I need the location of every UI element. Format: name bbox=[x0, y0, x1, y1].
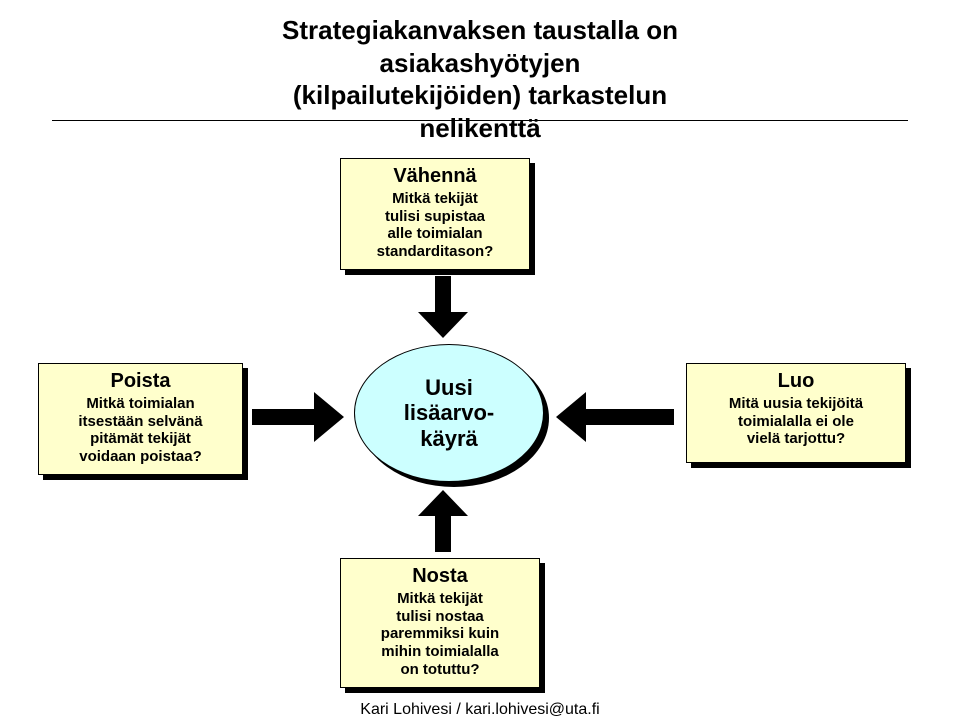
left-box-title: Poista bbox=[47, 370, 234, 393]
title-line-1: Strategiakanvaksen taustalla on bbox=[120, 14, 840, 47]
right-box: Luo Mitä uusia tekijöitätoimialalla ei o… bbox=[686, 363, 906, 463]
top-box-title: Vähennä bbox=[349, 165, 521, 188]
arrow-bottom-to-center bbox=[418, 490, 468, 552]
title-line-2: asiakashyötyjen bbox=[120, 47, 840, 80]
title-line-4: nelikenttä bbox=[120, 112, 840, 145]
bottom-box-body: Mitkä tekijättulisi nostaaparemmiksi kui… bbox=[349, 590, 531, 678]
bottom-box: Nosta Mitkä tekijättulisi nostaaparemmik… bbox=[340, 558, 540, 688]
center-line-2: lisäarvo- bbox=[404, 400, 495, 425]
left-box-body: Mitkä toimialanitsestään selvänäpitämät … bbox=[47, 395, 234, 466]
top-box: Vähennä Mitkä tekijättulisi supistaaalle… bbox=[340, 158, 530, 270]
footer-credit: Kari Lohivesi / kari.lohivesi@uta.fi bbox=[0, 701, 960, 719]
title-underline bbox=[52, 120, 908, 121]
right-box-body: Mitä uusia tekijöitätoimialalla ei olevi… bbox=[695, 395, 897, 448]
page-title-block: Strategiakanvaksen taustalla on asiakash… bbox=[120, 14, 840, 144]
center-ellipse: Uusi lisäarvo- käyrä bbox=[354, 344, 544, 482]
arrow-top-to-center bbox=[418, 276, 468, 338]
top-box-body: Mitkä tekijättulisi supistaaalle toimial… bbox=[349, 190, 521, 261]
title-line-3: (kilpailutekijöiden) tarkastelun bbox=[120, 79, 840, 112]
arrow-left-to-center bbox=[252, 392, 344, 442]
center-line-3: käyrä bbox=[420, 426, 478, 451]
arrow-right-to-center bbox=[556, 392, 674, 442]
page-root: Strategiakanvaksen taustalla on asiakash… bbox=[0, 0, 960, 725]
center-line-1: Uusi bbox=[425, 375, 473, 400]
left-box: Poista Mitkä toimialanitsestään selvänäp… bbox=[38, 363, 243, 475]
bottom-box-title: Nosta bbox=[349, 565, 531, 588]
right-box-title: Luo bbox=[695, 370, 897, 393]
